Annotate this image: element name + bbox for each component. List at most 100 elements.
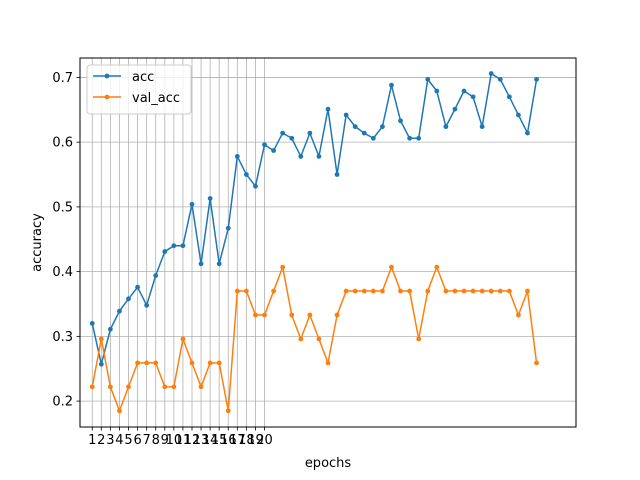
x-tick-label: 7 xyxy=(143,433,151,448)
data-point-acc xyxy=(162,249,168,254)
data-point-acc xyxy=(234,154,240,159)
axis-ticks: 0.20.30.40.50.60.71 2 3 4 5 6 7 8 91011121314151… xyxy=(52,71,272,448)
data-point-acc xyxy=(461,88,467,94)
x-tick-label: 8 xyxy=(152,433,160,448)
data-point-acc xyxy=(271,148,276,153)
data-point-val-acc xyxy=(171,384,177,390)
data-point-val-acc xyxy=(343,288,349,294)
data-point-acc xyxy=(525,130,530,136)
data-point-acc xyxy=(470,94,476,100)
data-point-val-acc xyxy=(370,288,376,294)
data-point-acc xyxy=(117,308,122,314)
data-point-acc xyxy=(198,261,204,267)
data-point-val-acc xyxy=(126,384,131,390)
data-point-acc xyxy=(135,284,140,290)
data-point-acc xyxy=(316,154,322,159)
data-point-val-acc xyxy=(89,384,95,390)
legend-box xyxy=(86,64,192,115)
data-point-val-acc xyxy=(289,312,295,318)
x-tick-label: 1 xyxy=(88,433,96,448)
data-point-val-acc xyxy=(361,288,367,294)
data-point-val-acc xyxy=(253,312,258,318)
data-point-val-acc xyxy=(98,336,104,342)
data-point-val-acc xyxy=(271,288,276,294)
data-point-val-acc xyxy=(334,312,340,318)
x-tick-label: 11 xyxy=(175,433,192,448)
data-point-val-acc xyxy=(479,288,485,294)
data-point-acc xyxy=(407,135,413,141)
data-point-val-acc xyxy=(488,288,494,294)
data-point-val-acc xyxy=(216,360,222,366)
data-point-val-acc xyxy=(135,360,140,366)
data-point-val-acc xyxy=(352,288,358,294)
x-tick-label: 13 xyxy=(193,433,210,448)
data-point-acc xyxy=(452,106,458,112)
data-point-acc xyxy=(180,243,186,249)
data-point-val-acc xyxy=(380,288,385,294)
data-point-acc xyxy=(389,82,394,88)
data-point-acc xyxy=(207,196,213,201)
y-tick-label: 0.3 xyxy=(52,330,73,345)
legend: acc val_acc xyxy=(86,64,192,115)
grid xyxy=(80,58,576,427)
data-point-acc xyxy=(506,94,512,100)
data-point-acc xyxy=(416,135,422,141)
data-point-val-acc xyxy=(280,264,286,270)
x-tick-label: 2 xyxy=(97,433,105,448)
data-point-val-acc xyxy=(298,336,304,342)
x-tick-label: 18 xyxy=(238,433,255,448)
series-group xyxy=(89,71,539,414)
data-point-acc xyxy=(280,130,286,136)
data-point-val-acc xyxy=(497,288,503,294)
data-point-val-acc xyxy=(189,360,195,366)
x-tick-label: 6 xyxy=(133,433,141,448)
data-point-acc xyxy=(89,321,95,326)
data-point-acc xyxy=(434,88,440,94)
data-point-val-acc xyxy=(144,360,150,366)
data-point-acc xyxy=(298,154,304,159)
x-tick-label: 5 xyxy=(124,433,132,448)
data-point-acc xyxy=(343,112,349,118)
data-point-val-acc xyxy=(162,384,168,390)
x-tick-label: 14 xyxy=(202,433,219,448)
data-point-val-acc xyxy=(398,288,403,294)
legend-marker-acc xyxy=(104,73,110,79)
data-point-val-acc xyxy=(461,288,467,294)
x-tick-label: 16 xyxy=(220,433,237,448)
data-point-acc xyxy=(425,76,431,82)
data-point-val-acc xyxy=(525,288,530,294)
data-point-acc xyxy=(443,124,449,130)
data-point-acc xyxy=(153,273,159,278)
data-point-acc xyxy=(361,130,367,136)
x-tick-label: 20 xyxy=(256,433,273,448)
data-point-acc xyxy=(334,172,340,177)
data-point-val-acc xyxy=(425,288,431,294)
legend-marker-val-acc xyxy=(104,94,110,100)
data-point-acc xyxy=(262,142,267,148)
data-point-acc xyxy=(107,326,113,332)
legend-label-acc: acc xyxy=(132,70,154,85)
x-axis-title: epochs xyxy=(305,456,352,471)
legend-label-val-acc: val_acc xyxy=(132,91,180,106)
data-point-acc xyxy=(325,106,331,112)
y-axis-title: accuracy xyxy=(30,213,45,272)
data-point-acc xyxy=(516,112,521,118)
data-point-acc xyxy=(497,76,503,82)
data-point-acc xyxy=(289,135,295,141)
data-point-val-acc xyxy=(506,288,512,294)
y-tick-label: 0.2 xyxy=(52,395,73,410)
data-point-val-acc xyxy=(452,288,458,294)
data-point-acc xyxy=(144,302,150,308)
data-point-val-acc xyxy=(470,288,476,294)
data-point-acc xyxy=(370,135,376,141)
data-point-val-acc xyxy=(198,384,204,390)
data-point-acc xyxy=(488,71,494,76)
data-point-acc xyxy=(171,243,177,249)
data-point-acc xyxy=(352,124,358,130)
x-tick-label: 10 xyxy=(166,433,183,448)
data-point-acc xyxy=(479,124,485,130)
data-point-val-acc xyxy=(434,264,440,270)
data-point-val-acc xyxy=(262,312,267,318)
data-point-val-acc xyxy=(416,336,422,342)
